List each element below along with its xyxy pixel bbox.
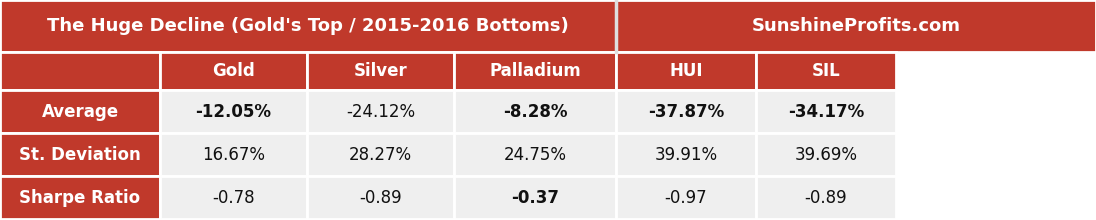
Bar — [0, 90, 160, 133]
Text: HUI: HUI — [670, 62, 703, 80]
Text: SunshineProfits.com: SunshineProfits.com — [752, 17, 960, 35]
Text: -8.28%: -8.28% — [503, 103, 568, 121]
Bar — [454, 90, 616, 133]
Bar — [160, 176, 307, 219]
Bar — [616, 90, 756, 133]
Text: Sharpe Ratio: Sharpe Ratio — [20, 189, 140, 207]
Text: 39.69%: 39.69% — [795, 145, 857, 163]
Bar — [307, 52, 454, 90]
Bar — [756, 176, 897, 219]
Text: Palladium: Palladium — [489, 62, 581, 80]
Bar — [0, 0, 616, 52]
Bar — [307, 176, 454, 219]
Bar — [616, 133, 756, 176]
Text: 28.27%: 28.27% — [349, 145, 412, 163]
Bar — [454, 133, 616, 176]
Text: SIL: SIL — [812, 62, 841, 80]
Bar — [756, 90, 897, 133]
Text: 16.67%: 16.67% — [202, 145, 265, 163]
Text: St. Deviation: St. Deviation — [19, 145, 141, 163]
Text: -0.89: -0.89 — [359, 189, 402, 207]
Text: -0.97: -0.97 — [664, 189, 707, 207]
Bar — [616, 176, 756, 219]
Text: 39.91%: 39.91% — [654, 145, 718, 163]
Text: -0.89: -0.89 — [804, 189, 847, 207]
Bar — [160, 133, 307, 176]
Bar — [616, 52, 756, 90]
Bar — [307, 90, 454, 133]
Bar — [756, 133, 897, 176]
Text: 24.75%: 24.75% — [503, 145, 567, 163]
Bar — [0, 52, 160, 90]
Text: Average: Average — [42, 103, 118, 121]
Text: Gold: Gold — [213, 62, 255, 80]
Bar — [454, 52, 616, 90]
Bar — [307, 133, 454, 176]
Bar — [160, 90, 307, 133]
Bar — [0, 133, 160, 176]
Text: -12.05%: -12.05% — [195, 103, 272, 121]
Bar — [756, 52, 897, 90]
Bar — [0, 176, 160, 219]
Text: Silver: Silver — [354, 62, 408, 80]
Text: -37.87%: -37.87% — [648, 103, 724, 121]
Text: The Huge Decline (Gold's Top / 2015-2016 Bottoms): The Huge Decline (Gold's Top / 2015-2016… — [47, 17, 569, 35]
Text: -0.37: -0.37 — [511, 189, 559, 207]
Text: -0.78: -0.78 — [213, 189, 254, 207]
Bar — [616, 0, 1096, 52]
Bar — [160, 52, 307, 90]
Bar — [454, 176, 616, 219]
Text: -24.12%: -24.12% — [346, 103, 415, 121]
Text: -34.17%: -34.17% — [788, 103, 864, 121]
